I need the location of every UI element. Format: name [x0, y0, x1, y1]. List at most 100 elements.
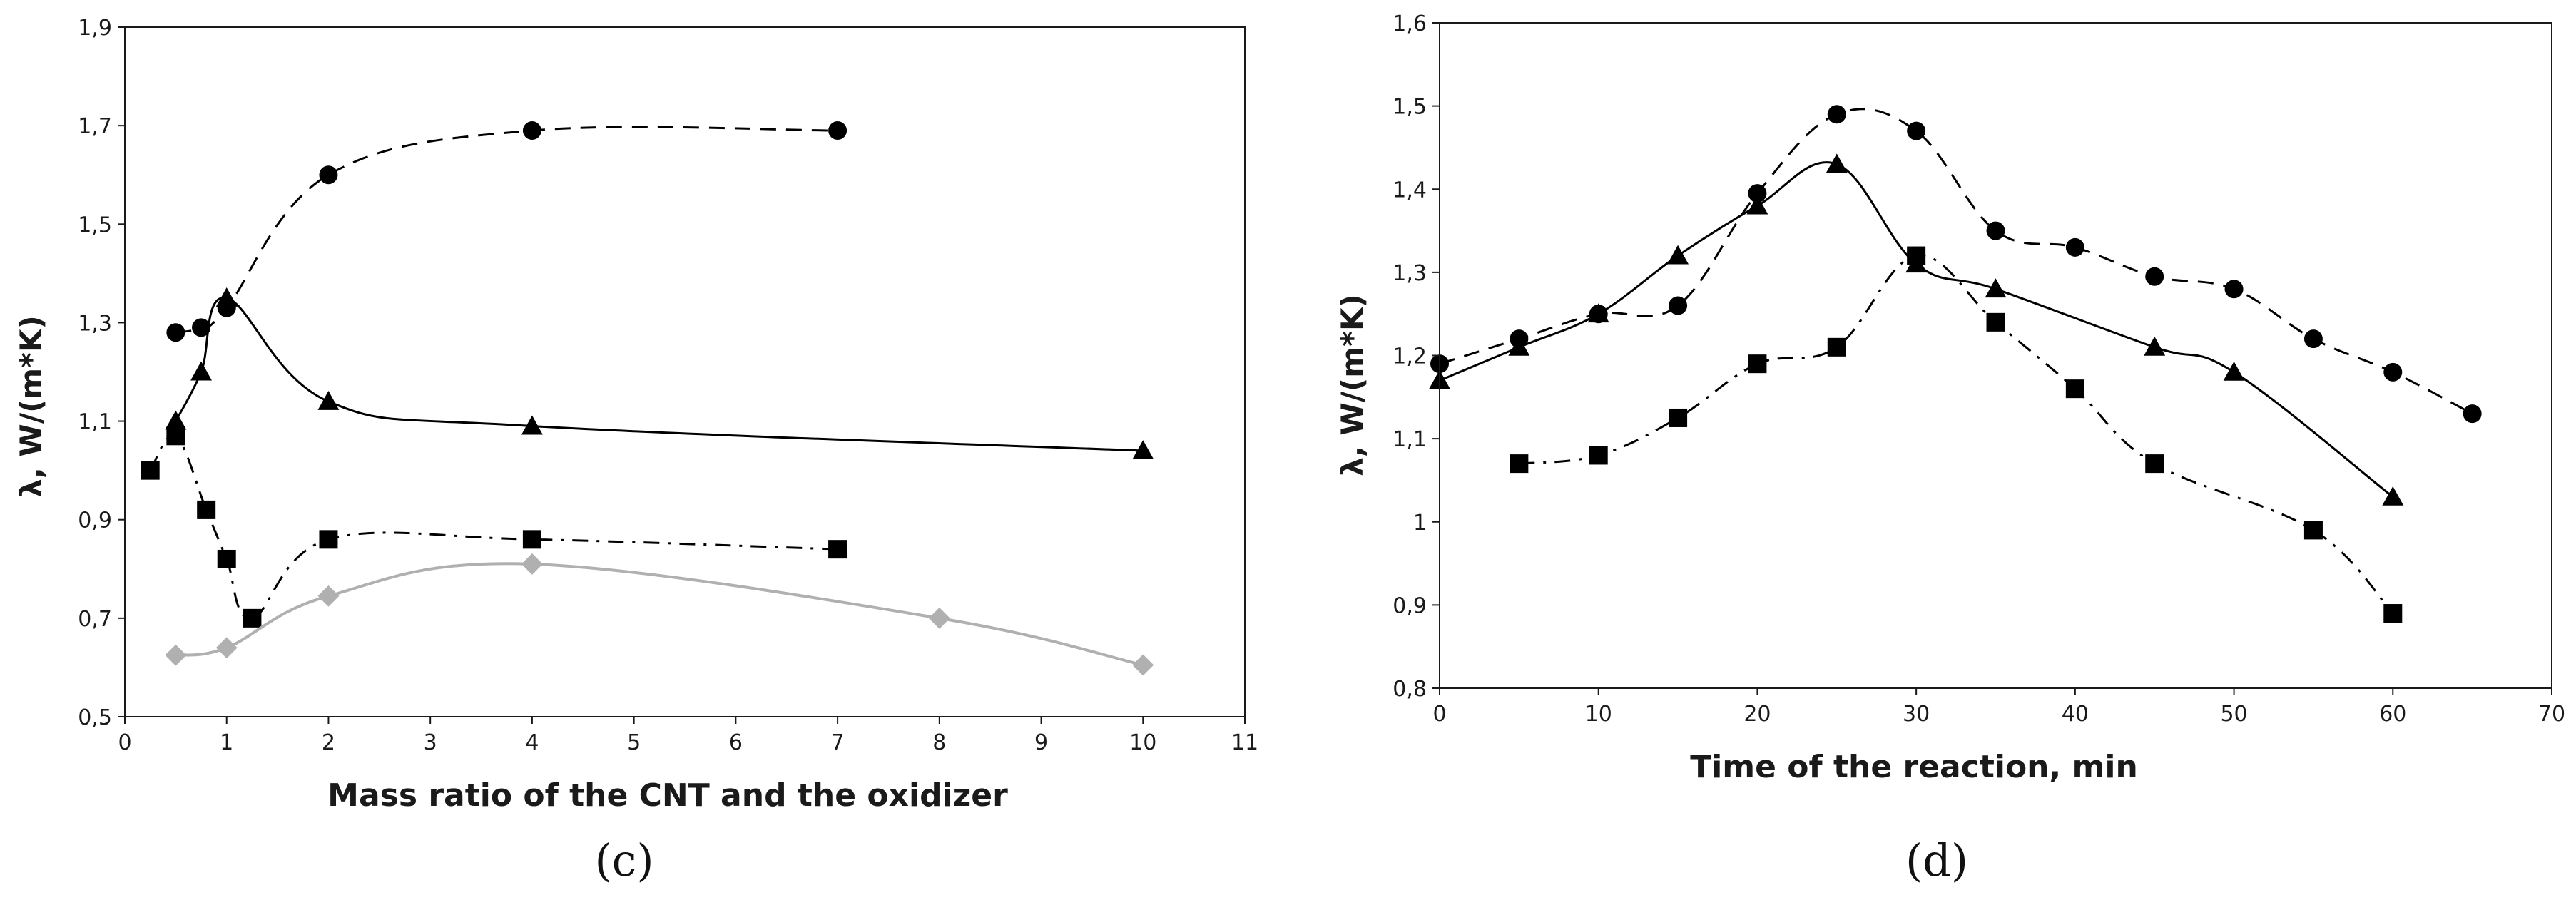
data-point-circle	[1669, 296, 1688, 315]
data-point-square	[2383, 604, 2403, 623]
y-tick-label: 1,5	[1393, 95, 1427, 120]
data-point-square	[2065, 379, 2084, 399]
data-point-diamond	[928, 607, 950, 629]
x-tick-label: 10	[1129, 730, 1156, 755]
chart-c-series	[141, 121, 1154, 676]
x-tick-label: 2	[322, 730, 335, 755]
x-tick-label: 40	[2062, 702, 2089, 727]
chart-d-axes: 0 10 20 30 40 50 60 70 0,8 0,9 1 1,1 1,2 1,3 1,4 1,5 1,6	[1393, 11, 2565, 727]
x-tick-label: 70	[2538, 702, 2565, 727]
data-point-triangle	[1587, 303, 1609, 323]
plot-frame	[124, 26, 1246, 717]
data-point-diamond	[165, 644, 187, 666]
x-tick-label: 4	[525, 730, 539, 755]
data-point-triangle	[2382, 486, 2404, 506]
data-point-square	[319, 530, 338, 549]
chart-c-y-axis-label: λ, W/(m*K)	[14, 315, 49, 498]
x-tick-label: 5	[627, 730, 641, 755]
data-point-circle	[319, 165, 338, 185]
series-square	[141, 426, 847, 628]
data-point-square	[1827, 337, 1846, 357]
y-tick-label: 1,5	[78, 213, 112, 237]
data-point-square	[522, 530, 541, 549]
y-tick-label: 1,9	[78, 16, 112, 41]
series-line	[149, 434, 838, 620]
data-point-square	[828, 540, 847, 559]
chart-d: 0 10 20 30 40 50 60 70 0,8 0,9 1 1,1 1,2 1,3 1,4 1,5 1,6…	[1335, 11, 2565, 886]
x-tick-label: 9	[1034, 730, 1048, 755]
data-point-triangle	[165, 410, 187, 430]
x-tick-label: 50	[2220, 702, 2247, 727]
x-tick-label: 7	[831, 730, 845, 755]
data-point-triangle	[1746, 195, 1768, 215]
data-point-square	[141, 461, 160, 480]
data-point-circle	[2224, 280, 2244, 299]
data-point-circle	[828, 121, 847, 140]
data-point-triangle	[1985, 278, 2007, 298]
data-point-square	[1510, 454, 1529, 474]
data-point-circle	[1827, 105, 1846, 124]
chart-c-x-axis-label: Mass ratio of the CNT and the oxidizer	[327, 777, 1008, 814]
data-point-square	[1589, 446, 1608, 465]
series-triangle	[1429, 153, 2404, 506]
data-point-triangle	[215, 287, 238, 307]
data-point-circle	[2065, 237, 2084, 257]
x-tick-label: 10	[1585, 702, 1612, 727]
series-triangle	[165, 287, 1154, 459]
series-line	[175, 562, 1144, 667]
data-point-square	[1748, 354, 1767, 374]
y-tick-label: 0,9	[78, 508, 112, 533]
data-point-circle	[192, 318, 211, 337]
data-point-square	[2145, 454, 2164, 474]
data-point-circle	[1748, 184, 1767, 203]
data-point-circle	[522, 121, 541, 140]
series-diamond	[165, 553, 1154, 676]
chart-d-x-axis-label: Time of the reaction, min	[1690, 749, 2138, 785]
chart-d-series	[1429, 105, 2482, 623]
data-point-diamond	[215, 637, 238, 659]
x-tick-label: 11	[1231, 730, 1258, 755]
y-tick-label: 0,5	[78, 705, 112, 730]
data-point-diamond	[1132, 654, 1154, 676]
data-point-triangle	[317, 390, 340, 410]
data-point-circle	[2303, 329, 2323, 349]
data-point-square	[243, 608, 262, 628]
y-tick-label: 1,3	[78, 311, 112, 336]
data-point-diamond	[521, 553, 543, 575]
series-square	[1510, 246, 2403, 623]
data-point-triangle	[1826, 153, 1848, 173]
series-circle	[1430, 105, 2482, 424]
data-point-triangle	[1508, 336, 1530, 356]
data-point-triangle	[2144, 336, 2166, 356]
x-tick-label: 1	[220, 730, 233, 755]
y-tick-label: 1,7	[78, 114, 112, 139]
data-point-square	[1986, 312, 2005, 332]
series-line	[175, 297, 1144, 452]
y-tick-label: 1,3	[1393, 261, 1427, 286]
data-point-triangle	[190, 361, 212, 381]
data-point-square	[217, 549, 236, 568]
data-point-square	[1907, 246, 1926, 265]
x-tick-label: 0	[118, 730, 131, 755]
series-line	[1439, 161, 2394, 498]
data-point-triangle	[1132, 440, 1154, 459]
x-tick-label: 3	[424, 730, 437, 755]
x-tick-label: 0	[1432, 702, 1446, 727]
data-point-circle	[1907, 121, 1926, 140]
y-tick-label: 1,1	[1393, 427, 1427, 452]
y-tick-label: 0,8	[1393, 677, 1427, 702]
y-tick-label: 1,1	[78, 410, 112, 435]
data-point-square	[2303, 521, 2323, 540]
data-point-circle	[2145, 267, 2164, 286]
series-line	[175, 126, 838, 334]
data-point-triangle	[2223, 361, 2245, 381]
chart-c: 0 1 2 3 4 5 6 7 8 9 10 11 0,5 0,7 0,9 1,1 1,3 1,5 1,7 1,9 M…	[14, 16, 1258, 886]
y-tick-label: 1,2	[1393, 344, 1427, 369]
y-tick-label: 1,4	[1393, 178, 1427, 203]
data-point-square	[197, 500, 216, 519]
y-tick-label: 0,7	[78, 607, 112, 632]
data-point-circle	[1986, 221, 2005, 240]
plot-frame	[1439, 22, 2552, 689]
data-point-diamond	[317, 585, 340, 607]
